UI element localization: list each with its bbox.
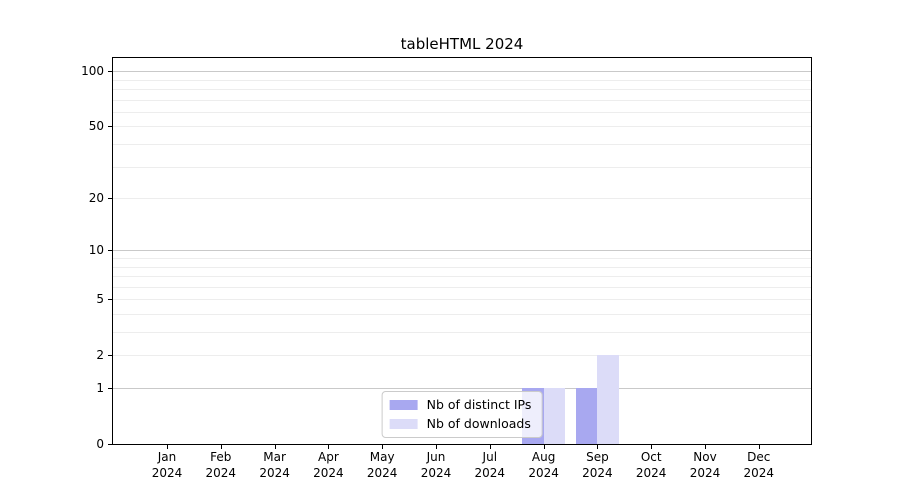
x-tick-5 — [436, 445, 437, 449]
gridline-minor-8 — [113, 266, 811, 268]
x-tick-1 — [220, 445, 222, 449]
gridline-minor-7 — [113, 276, 811, 277]
gridline-minor-90 — [113, 79, 811, 81]
legend-entry-downloads: Nb of downloads — [389, 416, 532, 432]
y-tick-label-50: 50 — [88, 119, 104, 134]
bar-nb-of-downloads-8 — [597, 355, 619, 444]
legend-label-downloads: Nb of downloads — [426, 416, 531, 431]
legend-label-distinct-ips: Nb of distinct IPs — [426, 397, 532, 412]
gridline-minor-6 — [113, 286, 811, 288]
gridline-minor-30 — [113, 166, 811, 168]
gridline-minor-9 — [113, 258, 811, 259]
gridline-minor-20 — [113, 198, 811, 200]
gridline-minor-4 — [113, 314, 811, 315]
x-tick-2 — [274, 445, 276, 449]
y-tick-label-5: 5 — [96, 292, 104, 307]
downloads-swatch-icon — [389, 419, 418, 429]
y-tick-1 — [108, 388, 112, 389]
y-tick-20 — [108, 198, 112, 200]
y-tick-label-20: 20 — [88, 191, 104, 206]
x-tick-label-4: May 2024 — [366, 450, 398, 480]
plot-area — [113, 58, 811, 444]
y-tick-label-100: 100 — [81, 64, 104, 79]
x-tick-7 — [543, 445, 545, 449]
x-tick-10 — [705, 445, 706, 449]
gridline-minor-60 — [113, 112, 811, 113]
x-tick-label-7: Aug 2024 — [528, 450, 559, 480]
x-tick-label-6: Jul 2024 — [474, 450, 506, 480]
gridline-minor-50 — [113, 126, 811, 128]
x-tick-label-3: Apr 2024 — [313, 450, 344, 480]
x-tick-label-1: Feb 2024 — [205, 450, 237, 480]
gridline-minor-5 — [113, 299, 811, 301]
gridline-major-100 — [113, 71, 811, 73]
gridline-minor-80 — [113, 89, 811, 91]
y-tick-label-2: 2 — [96, 348, 104, 363]
y-tick-50 — [108, 126, 112, 128]
gridline-minor-70 — [113, 99, 811, 101]
y-tick-0 — [108, 444, 112, 445]
y-tick-10 — [108, 250, 112, 252]
x-tick-6 — [489, 445, 491, 449]
gridline-minor-3 — [113, 332, 811, 333]
x-tick-label-5: Jun 2024 — [420, 450, 452, 480]
bar-nb-of-distinct-ips-8 — [575, 388, 598, 444]
x-tick-4 — [382, 445, 384, 449]
distinct-ips-swatch-icon — [389, 400, 418, 410]
legend-entry-distinct-ips: Nb of distinct IPs — [389, 397, 532, 413]
gridline-minor-40 — [113, 144, 811, 146]
x-tick-label-10: Nov 2024 — [689, 450, 721, 480]
gridline-minor-2 — [113, 355, 811, 357]
x-tick-label-11: Dec 2024 — [743, 450, 775, 480]
y-tick-label-1: 1 — [96, 381, 104, 395]
gridline-major-1 — [113, 388, 811, 389]
x-tick-9 — [651, 445, 653, 449]
x-tick-label-2: Mar 2024 — [259, 450, 290, 480]
bar-nb-of-downloads-7 — [543, 388, 566, 444]
gridline-major-10 — [113, 250, 811, 252]
x-tick-label-0: Jan 2024 — [151, 450, 183, 480]
y-tick-5 — [108, 299, 112, 301]
x-tick-label-9: Oct 2024 — [635, 450, 667, 480]
x-tick-0 — [167, 445, 168, 449]
x-tick-8 — [597, 445, 599, 449]
y-tick-label-0: 0 — [96, 437, 104, 451]
y-tick-label-10: 10 — [88, 243, 104, 258]
chart-title: tableHTML 2024 — [400, 35, 524, 53]
x-tick-3 — [328, 445, 330, 449]
x-tick-label-8: Sep 2024 — [582, 450, 613, 480]
legend: Nb of distinct IPs Nb of downloads — [381, 391, 543, 438]
y-tick-2 — [108, 355, 112, 357]
y-tick-100 — [108, 71, 112, 73]
x-tick-11 — [758, 445, 760, 449]
